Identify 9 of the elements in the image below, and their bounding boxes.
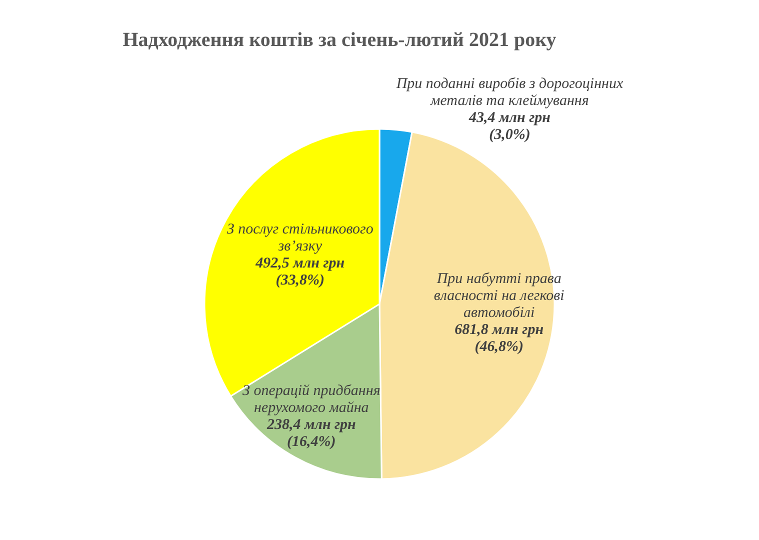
chart-title: Надходження коштів за січень-лютий 2021 року <box>122 29 556 51</box>
slice-label: З послуг стільникового зв’язку <box>226 221 374 254</box>
slice-label: При поданні виробів з дорогоцінних металів та клеймування <box>395 76 624 109</box>
slice-label: При набутті права власності на легкові автомобілі <box>434 271 564 322</box>
data-label: 43,4 млн грн (3,0%) <box>468 110 550 143</box>
data-label: 681,8 млн грн (46,8%) <box>454 322 544 356</box>
data-label: 238,4 млн грн (16,4%) <box>266 417 356 450</box>
slice-label: З операцій придбання нерухомого майна <box>242 383 380 416</box>
data-label: 492,5 млн грн (33,8%) <box>254 255 345 288</box>
